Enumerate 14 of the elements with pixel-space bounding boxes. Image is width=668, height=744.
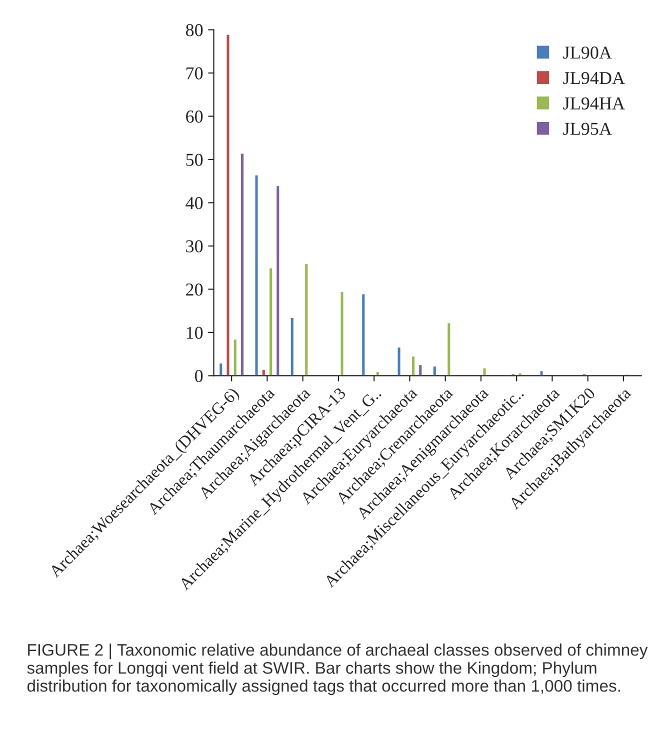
legend-label: JL94HA [563, 97, 625, 110]
y-tick-label: 20 [186, 283, 203, 296]
y-tick-label: 70 [186, 67, 203, 80]
y-tick-label: 0 [195, 370, 203, 382]
y-tick-label: 80 [186, 24, 203, 36]
y-tick-label: 60 [186, 110, 203, 123]
legend-label: JL90A [563, 46, 612, 59]
y-tick-label: 50 [186, 154, 203, 166]
y-tick-label: 10 [186, 326, 203, 339]
legend-label: JL95A [563, 122, 612, 135]
y-tick-label: 40 [186, 196, 203, 210]
caption: FIGURE 2 | Taxonomic relative abundance of archaeal classes observed of chimney samples for Longqi vent field at SWIR. Bar charts show the Kingdom; Phylum distribution for taxonomically assigned tags that occurred more than 1,000 times. [27, 644, 648, 696]
y-tick-label: 30 [186, 240, 203, 252]
legend-label: JL94DA [563, 72, 625, 84]
